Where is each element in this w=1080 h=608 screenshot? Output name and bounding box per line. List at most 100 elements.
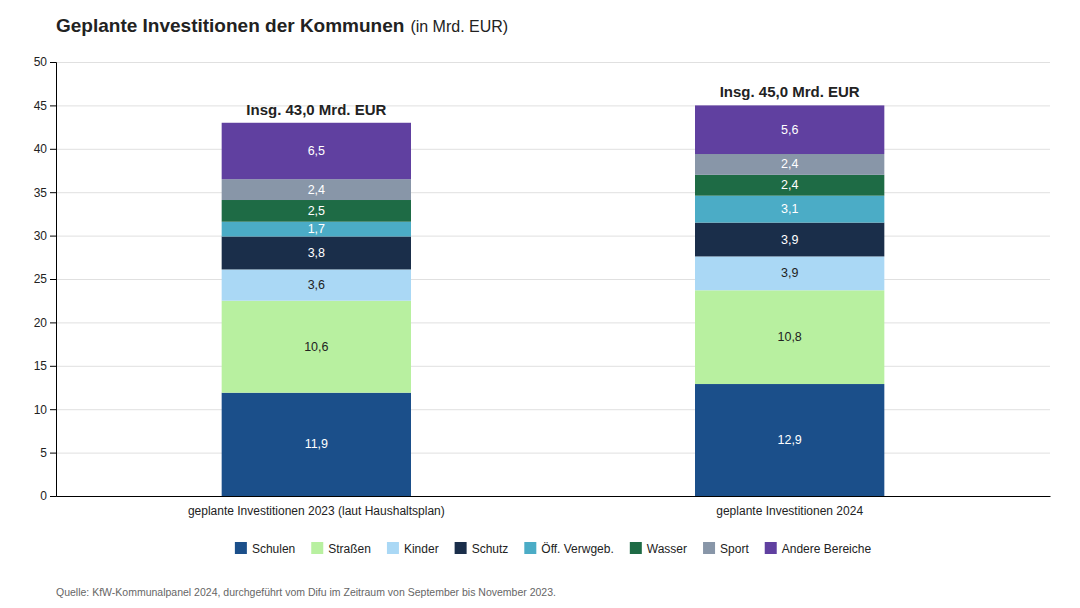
data-label: 11,9	[305, 437, 328, 451]
source: Quelle: KfW-Kommunalpanel 2024, durchgef…	[56, 586, 556, 598]
tick-label: 5	[40, 446, 47, 460]
grid-line	[56, 236, 1050, 237]
series	[222, 223, 885, 270]
grid-line	[56, 62, 1050, 63]
grid-line	[56, 453, 1050, 454]
bar-segment	[695, 196, 884, 223]
legend-item: Schutz	[455, 542, 509, 556]
bar-segment	[695, 223, 884, 257]
tick-label: 0	[40, 489, 47, 503]
tick: 0	[40, 489, 56, 503]
tick: 10	[34, 403, 56, 417]
grid-line	[56, 105, 1050, 106]
x-axis: geplante Investitionen 2023 (laut Hausha…	[57, 496, 1051, 518]
legend-swatch	[455, 542, 467, 554]
legend-item: Straßen	[311, 542, 371, 556]
grid-line	[56, 149, 1050, 150]
data-label: 12,9	[777, 433, 801, 447]
tick-label: 10	[34, 403, 48, 417]
legend-swatch	[311, 542, 323, 554]
bar-segment	[222, 179, 411, 200]
tick-label: geplante Investitionen 2023 (laut Hausha…	[188, 504, 445, 518]
grid-line	[56, 105, 1050, 106]
tick-mark	[50, 149, 56, 150]
legend-item: Sport	[703, 542, 749, 556]
series	[222, 175, 885, 222]
plot: 11,912,910,610,83,63,93,83,91,73,12,52,4…	[34, 55, 1051, 517]
legend-label: Wasser	[647, 542, 687, 556]
legend-label: Öff. Verwgeb.	[541, 542, 614, 556]
legend-swatch	[703, 542, 715, 554]
grid-line	[56, 192, 1050, 193]
tick-label: geplante Investitionen 2024	[716, 504, 863, 518]
axis-line	[50, 63, 57, 497]
tick-mark	[50, 322, 56, 323]
legend-label: Schulen	[252, 542, 295, 556]
bar-segment	[695, 384, 884, 496]
grid-line	[56, 409, 1050, 410]
tick: 35	[34, 186, 56, 200]
data-label: 2,5	[308, 204, 325, 218]
data-label: 10,6	[304, 340, 328, 354]
grid-line	[56, 192, 1050, 193]
data-label: 3,1	[781, 202, 798, 216]
bar-segment	[695, 290, 884, 384]
tick: 30	[34, 229, 56, 243]
grid-line	[56, 409, 1050, 410]
grid-line	[56, 366, 1050, 367]
bar-segment	[695, 154, 884, 175]
bar-segment	[222, 301, 411, 393]
tick-mark	[50, 279, 56, 280]
grid-line	[56, 62, 1050, 63]
data-label: 2,4	[781, 157, 798, 171]
data-label: 3,9	[781, 233, 798, 247]
bar-segment	[222, 269, 411, 300]
tick: geplante Investitionen 2023 (laut Hausha…	[188, 496, 445, 518]
tick-mark	[50, 453, 56, 454]
data-label: 1,7	[308, 222, 325, 236]
tick-mark	[50, 366, 56, 367]
data-label: 3,8	[308, 246, 325, 260]
legend-item: Kinder	[387, 542, 439, 556]
series	[222, 196, 885, 237]
tick: 5	[40, 446, 56, 460]
data-label: 3,6	[308, 278, 325, 292]
tick-label: 15	[34, 359, 48, 373]
tick-label: 35	[34, 186, 48, 200]
totals: Insg. 43,0 Mrd. EURInsg. 45,0 Mrd. EUR	[246, 83, 860, 117]
legend-item: Schulen	[235, 542, 295, 556]
data-label: 2,4	[308, 183, 325, 197]
series	[222, 290, 885, 392]
grid-line	[56, 149, 1050, 150]
bar-segment	[222, 222, 411, 237]
grid-line	[56, 453, 1050, 454]
tick: 40	[34, 142, 56, 156]
tick: geplante Investitionen 2024	[716, 496, 863, 518]
legend-swatch	[630, 542, 642, 554]
grid-line	[56, 279, 1050, 280]
legend-label: Straßen	[328, 542, 371, 556]
grid-line	[56, 322, 1050, 323]
grid-line	[56, 322, 1050, 323]
bar-segment	[222, 123, 411, 179]
legend-swatch	[387, 542, 399, 554]
tick: 45	[34, 99, 56, 113]
tick-label: 25	[34, 272, 48, 286]
tick-mark	[50, 496, 56, 497]
bar-segment	[695, 105, 884, 154]
data-label: 6,5	[308, 144, 325, 158]
grid	[56, 63, 1050, 497]
subtitle: (in Mrd. EUR)	[410, 18, 508, 35]
bar-segment	[695, 256, 884, 290]
chart: Geplante Investitionen der Kommunen (in M…	[0, 0, 1080, 608]
y-axis: 0 5 10 15 20 25 30 35 40 45 50	[34, 55, 57, 503]
bar-segment	[695, 175, 884, 196]
title: Geplante Investitionen der Kommunen	[56, 15, 404, 36]
bar-segment	[222, 200, 411, 222]
tick-label: 40	[34, 142, 48, 156]
legend-swatch	[524, 542, 536, 554]
legend-item: Wasser	[630, 542, 687, 556]
tick-label: 20	[34, 316, 48, 330]
tick: 50	[34, 55, 56, 69]
data-labels: 11,912,910,610,83,63,93,83,91,73,12,52,4…	[304, 123, 802, 452]
